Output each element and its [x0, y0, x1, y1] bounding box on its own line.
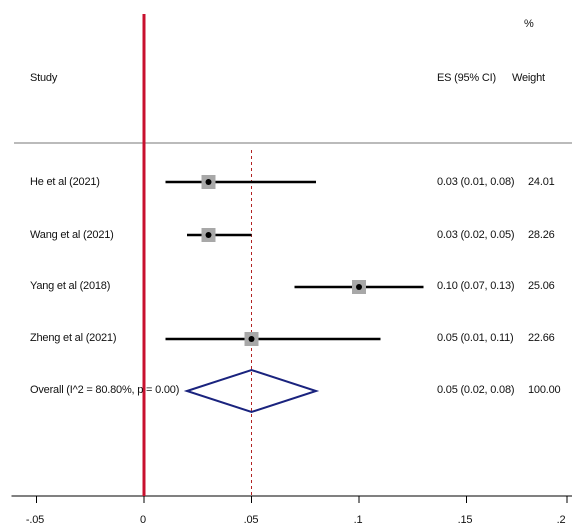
weight-column-header: Weight	[512, 72, 545, 84]
es-column-header: ES (95% CI)	[437, 72, 496, 84]
study-label: He et al (2021)	[30, 176, 100, 188]
x-tick-label: .15	[457, 514, 473, 526]
x-tick-label: .1	[353, 514, 363, 526]
study-point-estimate	[248, 336, 255, 342]
study-column-header: Study	[30, 72, 58, 84]
study-es-ci: 0.03 (0.01, 0.08)	[437, 176, 515, 188]
overall-es-ci: 0.05 (0.02, 0.08)	[437, 384, 515, 396]
x-tick-label: 0	[140, 514, 146, 526]
study-weight: 28.26	[528, 229, 555, 241]
study-weight: 22.66	[528, 332, 555, 344]
x-tick-label: .2	[556, 514, 566, 526]
study-label: Wang et al (2021)	[30, 229, 114, 241]
x-tick-label: -.05	[25, 514, 45, 526]
x-tick-label: .05	[243, 514, 259, 526]
study-es-ci: 0.05 (0.01, 0.11)	[437, 332, 514, 344]
study-weight: 24.01	[528, 176, 555, 188]
weight-percent-header: %	[524, 18, 534, 30]
study-es-ci: 0.10 (0.07, 0.13)	[437, 280, 515, 292]
study-point-estimate	[356, 284, 362, 290]
study-point-estimate	[205, 232, 212, 238]
overall-label: Overall (I^2 = 80.80%, p = 0.00)	[30, 384, 180, 396]
overall-weight: 100.00	[528, 384, 561, 396]
study-es-ci: 0.03 (0.02, 0.05)	[437, 229, 515, 241]
study-point-estimate	[205, 179, 212, 185]
overall-diamond	[183, 368, 320, 414]
study-label: Zheng et al (2021)	[30, 332, 117, 344]
study-weight: 25.06	[528, 280, 555, 292]
study-label: Yang et al (2018)	[30, 280, 111, 292]
